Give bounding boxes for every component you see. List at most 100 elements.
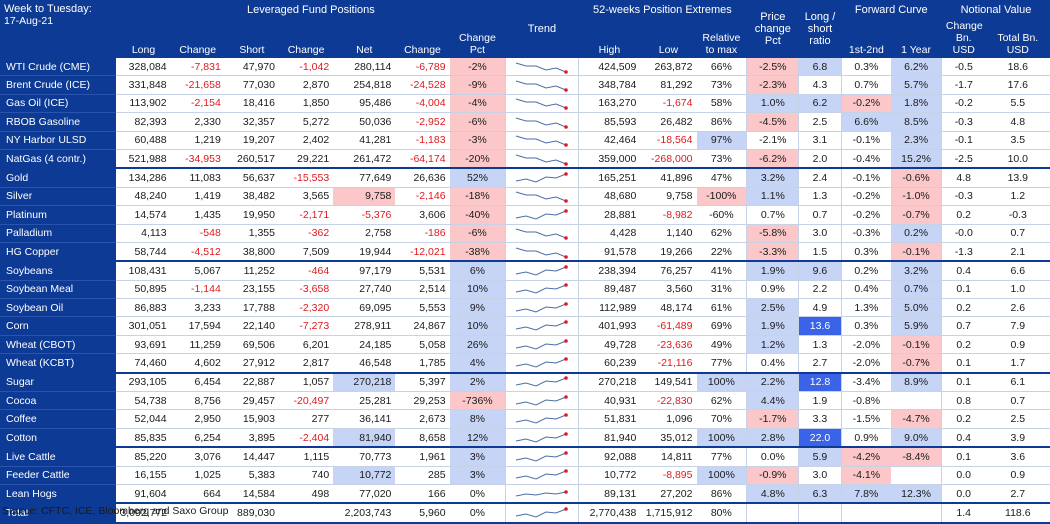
cell-long: 331,848	[116, 75, 171, 95]
trend-sparkline	[515, 98, 568, 111]
cell-low: 1,096	[640, 409, 697, 429]
cell-trend	[505, 353, 579, 374]
table-row: Brent Crude (ICE) 331,848 -21,658 77,030 2,8…	[0, 75, 1050, 95]
cell-fc-1year	[891, 391, 942, 411]
cell-trend	[505, 205, 579, 225]
table-row: Wheat (CBOT) 93,691 11,259 69,506 6,201 24,18…	[0, 335, 1050, 355]
cell-price-change: 4.4%	[746, 391, 799, 411]
cell-fc-1st-2nd: 0.3%	[840, 242, 892, 262]
cell-change-short: -2,404	[278, 428, 334, 448]
cell-trend	[505, 428, 579, 448]
cell-net: 41,281	[333, 131, 396, 150]
cell-relative-max: 69%	[696, 316, 747, 336]
cell-low: 27,202	[640, 484, 697, 504]
sparkline-end-dot	[564, 338, 568, 343]
sparkline-end-dot	[564, 413, 568, 417]
cell-change-net: 166	[395, 484, 450, 504]
col-fc-1st-2nd: 1st-2nd	[840, 20, 892, 58]
cell-nv-change: -1.7	[940, 75, 986, 95]
trend-sparkline	[515, 357, 568, 368]
cell-change-long: 6,454	[170, 371, 225, 393]
sparkline-end-dot	[564, 172, 568, 176]
col-fc-1year: 1 Year	[891, 20, 942, 58]
cell-long-short-ratio: 3.0	[798, 466, 842, 485]
cell-change-net: -186	[395, 224, 450, 243]
cell-short: 1,355	[224, 224, 279, 243]
commodity-name: Sugar	[0, 371, 117, 393]
cell-short: 23,155	[224, 280, 279, 300]
cell-relative-max: 73%	[696, 149, 747, 169]
table-row: Palladium 4,113 -548 1,355 -362 2,758 -186 -6% 4…	[0, 224, 1050, 243]
cell-relative-max: 86%	[696, 484, 747, 504]
table-row: Platinum 14,574 1,435 19,950 -2,171 -5,376 3,6…	[0, 205, 1050, 225]
cell-change-pct: 0%	[449, 484, 506, 504]
cell-change-long: -34,953	[170, 149, 225, 169]
sparkline-path	[515, 191, 567, 202]
cell-short: 19,950	[224, 205, 279, 225]
cell-fc-1year: -1.0%	[891, 187, 942, 207]
trend-sparkline	[515, 507, 568, 518]
cell-trend	[505, 335, 579, 355]
cell-fc-1year: 1.8%	[891, 94, 942, 114]
cell-change-net: 5,553	[395, 298, 450, 318]
cell-relative-max: -100%	[696, 187, 747, 207]
trend-sparkline	[515, 338, 568, 350]
cell-price-change: 0.4%	[746, 353, 799, 374]
cell-trend	[505, 466, 579, 485]
sparkline-path	[515, 173, 567, 183]
cell-nv-change: -1.3	[940, 242, 986, 262]
cell-change-net: 5,531	[395, 260, 450, 281]
cell-net: 77,020	[333, 484, 396, 504]
cell-nv-change: 0.1	[940, 353, 986, 374]
cell-change-long: 4,602	[170, 353, 225, 374]
cell-price-change: -1.7%	[746, 409, 799, 429]
cell-nv-total: 3.6	[985, 446, 1050, 467]
col-net: Net	[333, 20, 396, 58]
table-row: Wheat (KCBT) 74,460 4,602 27,912 2,817 46,548…	[0, 353, 1050, 374]
cell-short: 38,800	[224, 242, 279, 262]
commodity-name: NatGas (4 contr.)	[0, 149, 117, 169]
cell-change-pct: -736%	[449, 391, 506, 411]
cell-nv-change: -0.1	[940, 131, 986, 150]
cell-change-pct: 3%	[449, 466, 506, 485]
cell-long-short-ratio: 3.0	[798, 224, 842, 243]
table-row: Feeder Cattle 16,155 1,025 5,383 740 10,772 28…	[0, 466, 1050, 485]
cell-fc-1year: -0.7%	[891, 353, 942, 374]
cell-change-net: -2,952	[395, 112, 450, 132]
cell-fc-1year: 12.3%	[891, 484, 942, 504]
sparkline-end-dot	[564, 431, 568, 436]
cell-change-short: 2,870	[278, 75, 334, 95]
cell-change-net: 2,514	[395, 280, 450, 300]
cell-high: 51,831	[577, 409, 641, 429]
cell-relative-max: 77%	[696, 353, 747, 374]
sparkline-path	[515, 303, 567, 313]
cell-fc-1st-2nd: -4.2%	[840, 446, 892, 467]
cell-price-change: -2.3%	[746, 75, 799, 95]
cell-net: 70,773	[333, 446, 396, 467]
commodity-name: Silver	[0, 187, 117, 207]
cell-trend	[505, 446, 579, 467]
cell-high: 48,680	[577, 187, 641, 207]
cell-change-short: 1,057	[278, 371, 334, 393]
cell-high: 112,989	[577, 298, 641, 318]
cell-nv-total: 7.9	[985, 316, 1050, 336]
cell-net: 25,281	[333, 391, 396, 411]
cell-long-short-ratio: 22.0	[798, 428, 842, 448]
cell-short: 38,482	[224, 187, 279, 207]
cell-change-net: 5,397	[395, 371, 450, 393]
cell-long-short-ratio: 1.3	[798, 335, 842, 355]
cell-nv-total: -0.3	[985, 205, 1050, 225]
table-row: NY Harbor ULSD 60,488 1,219 19,207 2,402 41,2…	[0, 131, 1050, 150]
cell-change-long: 1,435	[170, 205, 225, 225]
cell-change-net: 1,961	[395, 446, 450, 467]
cell-long-short-ratio: 6.8	[798, 58, 842, 77]
cell-long-short-ratio: 3.1	[798, 131, 842, 150]
sparkline-path	[515, 117, 567, 128]
commodity-name: Gas Oil (ICE)	[0, 94, 117, 114]
cell-change-long: -1,144	[170, 280, 225, 300]
cell-relative-max: 100%	[696, 371, 747, 393]
cell-nv-total: 3.9	[985, 428, 1050, 448]
commodity-name: Corn	[0, 316, 117, 336]
cell-high: 2,770,438	[577, 502, 641, 524]
cell-long: 134,286	[116, 167, 171, 188]
